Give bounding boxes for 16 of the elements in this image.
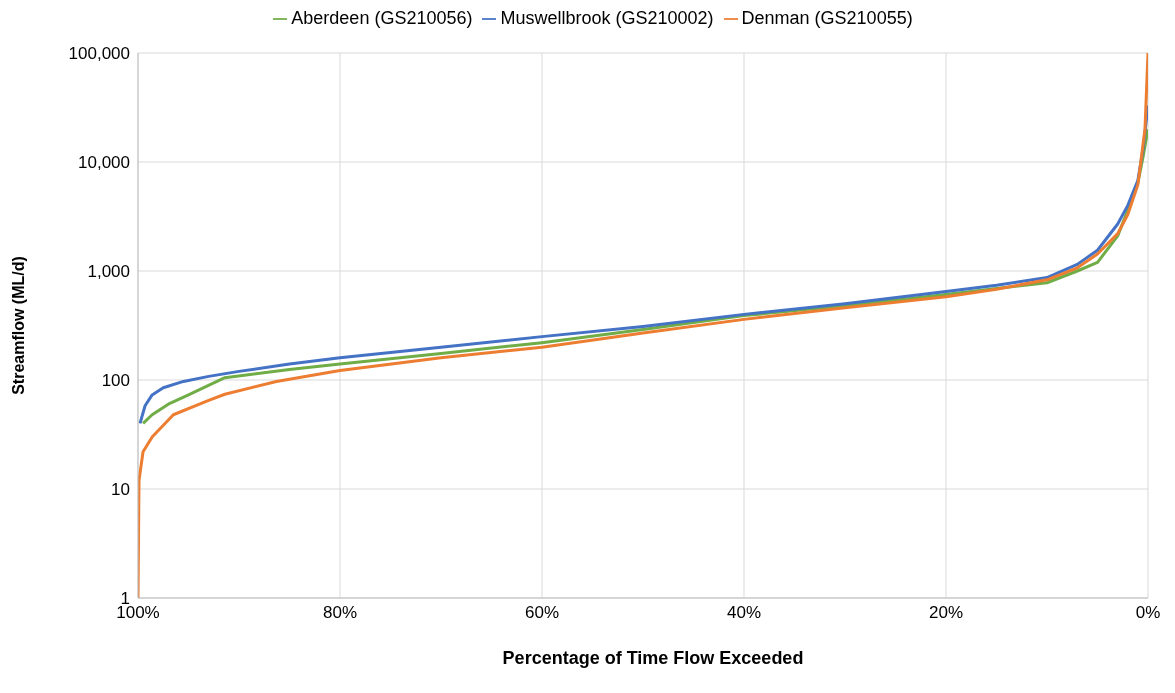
x-tick-label: 20% xyxy=(928,603,964,623)
legend-label: Denman (GS210055) xyxy=(741,8,913,28)
y-tick-label: 10 xyxy=(111,480,130,500)
x-tick-label: 40% xyxy=(726,603,762,623)
legend-label: Muswellbrook (GS210002) xyxy=(500,8,714,28)
x-tick-label: 0% xyxy=(1135,603,1161,623)
x-tick-label: 80% xyxy=(322,603,358,623)
x-axis-title: Percentage of Time Flow Exceeded xyxy=(501,648,805,669)
legend-label: Aberdeen (GS210056) xyxy=(291,8,473,28)
y-tick-label: 10,000 xyxy=(78,153,130,173)
y-tick-label: 1,000 xyxy=(87,262,130,282)
y-tick-label: 100 xyxy=(101,371,130,391)
line-series xyxy=(138,53,1148,598)
x-tick-label: 60% xyxy=(524,603,560,623)
y-axis-title: Streamflow (ML/d) xyxy=(9,256,27,395)
y-tick-label: 100,000 xyxy=(68,44,130,64)
